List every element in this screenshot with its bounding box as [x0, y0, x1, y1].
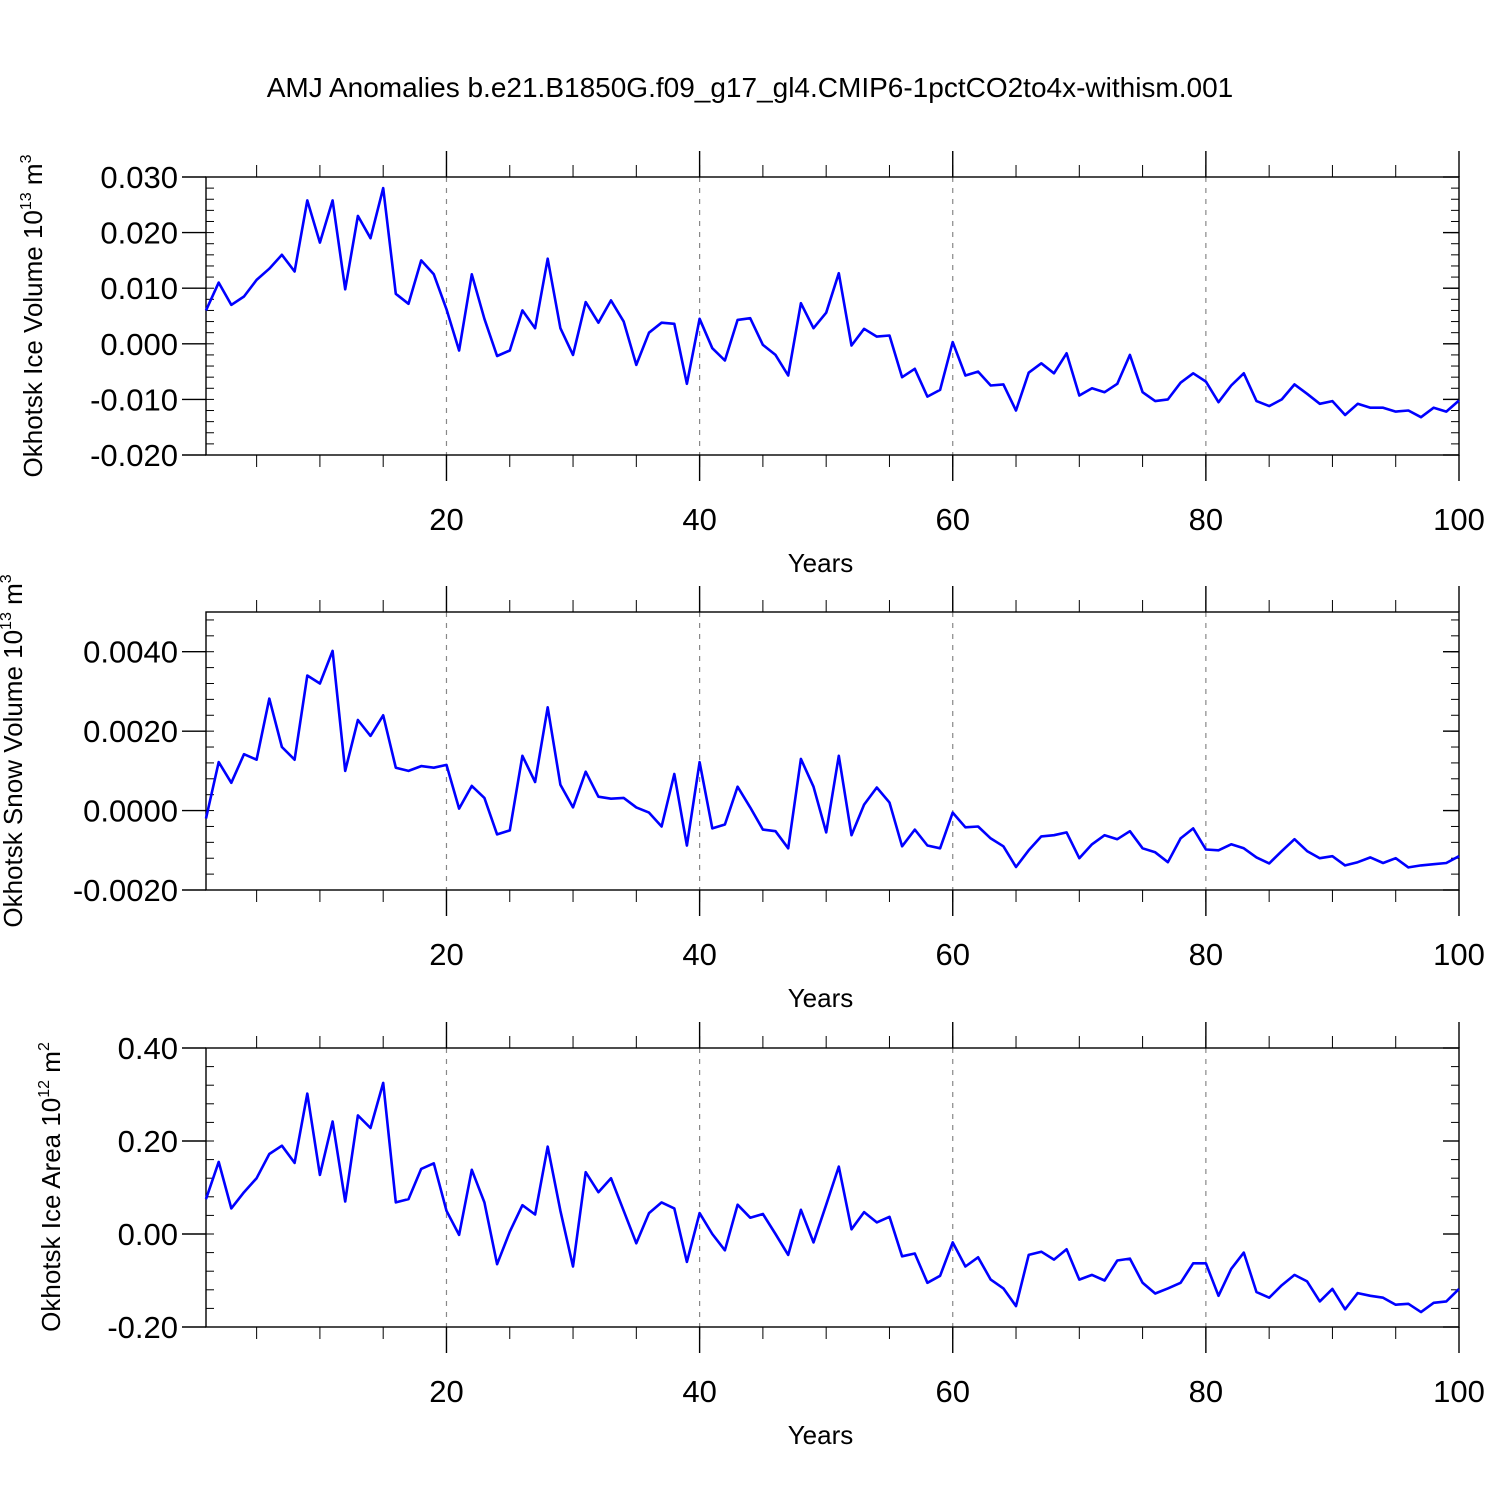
y-tick-label: -0.010 [90, 382, 178, 417]
chart-panel-1: 0.030 0.020 0.010 0.000 -0.010 -0.020 20 40 60 80… [18, 151, 1485, 578]
chart-title: AMJ Anomalies b.e21.B1850G.f09_g17_gl4.C… [266, 72, 1234, 103]
x-tick-label: 20 [429, 1374, 463, 1409]
y-tick-label: 0.20 [118, 1124, 178, 1159]
y-axis-label-exponent: 13 [0, 612, 15, 630]
y-tick-label: 0.0040 [83, 635, 178, 670]
plot-frame [205, 176, 1460, 456]
y-tick-label: -0.20 [107, 1310, 178, 1345]
x-axis-label: Years [788, 1420, 854, 1450]
y-axis-label: Okhotsk Ice Area 1012 m2 [36, 1042, 66, 1332]
x-tick-label: 60 [935, 1374, 969, 1409]
y-tick-label: -0.020 [90, 438, 178, 473]
chart-panel-2: 0.0040 0.0020 0.0000 -0.0020 20 40 60 80 100 Year… [0, 574, 1485, 1013]
y-axis-label-unit: m [0, 583, 28, 612]
plot-frame [205, 611, 1460, 891]
x-tick-label: 40 [682, 937, 716, 972]
y-axis-label: Okhotsk Ice Volume 1013 m3 [18, 154, 48, 477]
x-tick-label: 20 [429, 937, 463, 972]
y-axis-label: Okhotsk Snow Volume 1013 m3 [0, 574, 28, 927]
y-tick-label: -0.0020 [73, 873, 178, 908]
x-tick-label: 80 [1189, 502, 1223, 537]
x-tick-label: 80 [1189, 937, 1223, 972]
y-axis-label-text: Okhotsk Snow Volume 10 [0, 630, 28, 928]
x-tick-label: 20 [429, 502, 463, 537]
series-line [204, 186, 1460, 419]
x-tick-label: 60 [935, 502, 969, 537]
plot-frame [205, 1047, 1460, 1328]
y-tick-label: 0.000 [100, 327, 178, 362]
series-line [204, 1081, 1460, 1314]
x-tick-label: 40 [682, 502, 716, 537]
y-axis-label-exponent: 13 [18, 192, 35, 210]
x-tick-label: 80 [1189, 1374, 1223, 1409]
x-tick-label: 100 [1433, 937, 1485, 972]
y-axis-label-unit: m [18, 163, 48, 192]
y-tick-label: 0.00 [118, 1217, 178, 1252]
x-tick-label: 100 [1433, 502, 1485, 537]
y-tick-label: 0.40 [118, 1031, 178, 1066]
y-axis-label-text: Okhotsk Ice Volume 10 [18, 210, 48, 477]
y-axis-label-unit-exponent: 2 [36, 1042, 53, 1051]
x-tick-label: 40 [682, 1374, 716, 1409]
y-tick-label: 0.0000 [83, 794, 178, 829]
y-axis-label-unit-exponent: 3 [18, 154, 35, 163]
y-axis-label-text: Okhotsk Ice Area 10 [36, 1098, 66, 1332]
y-tick-label: 0.010 [100, 271, 178, 306]
x-tick-label: 100 [1433, 1374, 1485, 1409]
series-line [204, 649, 1460, 869]
y-tick-label: 0.0020 [83, 714, 178, 749]
x-axis-label: Years [788, 548, 854, 578]
y-axis-label-unit-exponent: 3 [0, 574, 15, 583]
x-axis-label: Years [788, 983, 854, 1013]
y-tick-label: 0.030 [100, 160, 178, 195]
x-tick-label: 60 [935, 937, 969, 972]
chart-panel-3: 0.40 0.20 0.00 -0.20 20 40 60 80 100 Years Okhotsk… [36, 1022, 1485, 1450]
y-axis-label-unit: m [36, 1051, 66, 1080]
y-tick-label: 0.020 [100, 216, 178, 251]
y-axis-label-exponent: 12 [36, 1080, 53, 1098]
